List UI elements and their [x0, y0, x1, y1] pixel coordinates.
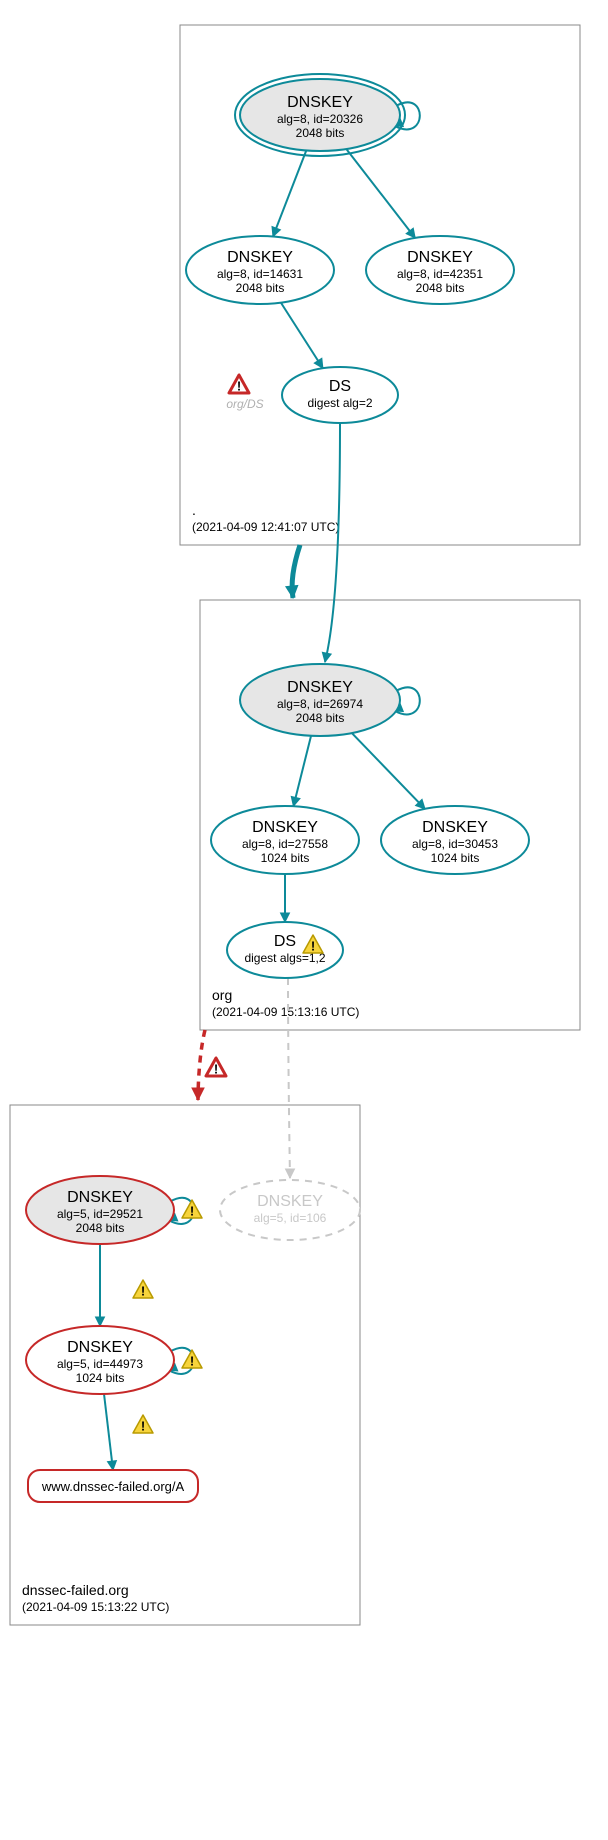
node-sub1: alg=8, id=42351	[397, 267, 483, 281]
node-fail_zsk: DNSKEYalg=5, id=449731024 bits	[26, 1326, 174, 1394]
node-title: DNSKEY	[252, 819, 318, 836]
zone-timestamp: (2021-04-09 15:13:16 UTC)	[212, 1005, 359, 1019]
node-title: DNSKEY	[422, 819, 488, 836]
edge	[104, 1394, 113, 1470]
node-sub2: 2048 bits	[416, 281, 465, 295]
node-fail_nx: DNSKEYalg=5, id=106	[220, 1180, 360, 1240]
warn-icon-mark: !	[311, 939, 315, 954]
node-sub1: alg=8, id=14631	[217, 267, 303, 281]
error-icon-mark: !	[237, 379, 241, 394]
node-sub1: alg=8, id=30453	[412, 837, 498, 851]
node-sub2: 2048 bits	[236, 281, 285, 295]
node-title: DS	[329, 378, 351, 395]
edge	[281, 303, 323, 369]
warn-icon-mark: !	[190, 1354, 194, 1369]
node-title: DNSKEY	[227, 249, 293, 266]
node-sub1: alg=5, id=106	[254, 1211, 327, 1225]
edge	[273, 150, 306, 236]
node-sub2: 2048 bits	[296, 126, 345, 140]
dnssec-graph: . (2021-04-09 12:41:07 UTC) org (2021-04-09…	[0, 0, 608, 1840]
zone-label: .	[192, 502, 196, 518]
edge	[346, 149, 415, 238]
node-root_ds: DSdigest alg=2	[282, 367, 398, 423]
node-org_zsk2: DNSKEYalg=8, id=304531024 bits	[381, 806, 529, 874]
edge	[293, 736, 311, 806]
zone-timestamp: (2021-04-09 12:41:07 UTC)	[192, 520, 339, 534]
node-fail_ksk: DNSKEYalg=5, id=295212048 bits	[26, 1176, 174, 1244]
node-title: DNSKEY	[67, 1339, 133, 1356]
zone-link	[325, 423, 340, 662]
node-sub1: alg=5, id=44973	[57, 1357, 143, 1371]
node-title: DNSKEY	[407, 249, 473, 266]
node-org_ds: DSdigest algs=1,2	[227, 922, 343, 978]
node-title: DNSKEY	[257, 1193, 323, 1210]
warn-icon-mark: !	[141, 1284, 145, 1299]
node-title: DNSKEY	[67, 1189, 133, 1206]
zone-timestamp: (2021-04-09 15:13:22 UTC)	[22, 1600, 169, 1614]
node-sub1: alg=8, id=20326	[277, 112, 363, 126]
node-root_zsk2: DNSKEYalg=8, id=423512048 bits	[366, 236, 514, 304]
node-org_zsk1: DNSKEYalg=8, id=275581024 bits	[211, 806, 359, 874]
warn-icon-mark: !	[190, 1204, 194, 1219]
node-title: DNSKEY	[287, 94, 353, 111]
warn-icon-mark: !	[141, 1419, 145, 1434]
node-sub2: 1024 bits	[76, 1371, 125, 1385]
orgds-label: org/DS	[226, 397, 263, 411]
node-sub2: 2048 bits	[296, 711, 345, 725]
zone-label: dnssec-failed.org	[22, 1582, 129, 1598]
zone-label: org	[212, 987, 232, 1003]
node-sub1: alg=8, id=27558	[242, 837, 328, 851]
edge	[352, 733, 425, 809]
node-sub2: 1024 bits	[261, 851, 310, 865]
rrset-text: www.dnssec-failed.org/A	[41, 1479, 185, 1494]
error-icon-mark: !	[214, 1062, 218, 1077]
node-sub2: 1024 bits	[431, 851, 480, 865]
node-sub1: digest alg=2	[307, 396, 372, 410]
node-sub1: alg=5, id=29521	[57, 1207, 143, 1221]
node-title: DS	[274, 933, 296, 950]
node-root_zsk1: DNSKEYalg=8, id=146312048 bits	[186, 236, 334, 304]
node-root_ksk: DNSKEYalg=8, id=203262048 bits	[235, 74, 405, 156]
node-org_ksk: DNSKEYalg=8, id=269742048 bits	[240, 664, 400, 736]
node-sub2: 2048 bits	[76, 1221, 125, 1235]
node-sub1: alg=8, id=26974	[277, 697, 363, 711]
node-title: DNSKEY	[287, 679, 353, 696]
